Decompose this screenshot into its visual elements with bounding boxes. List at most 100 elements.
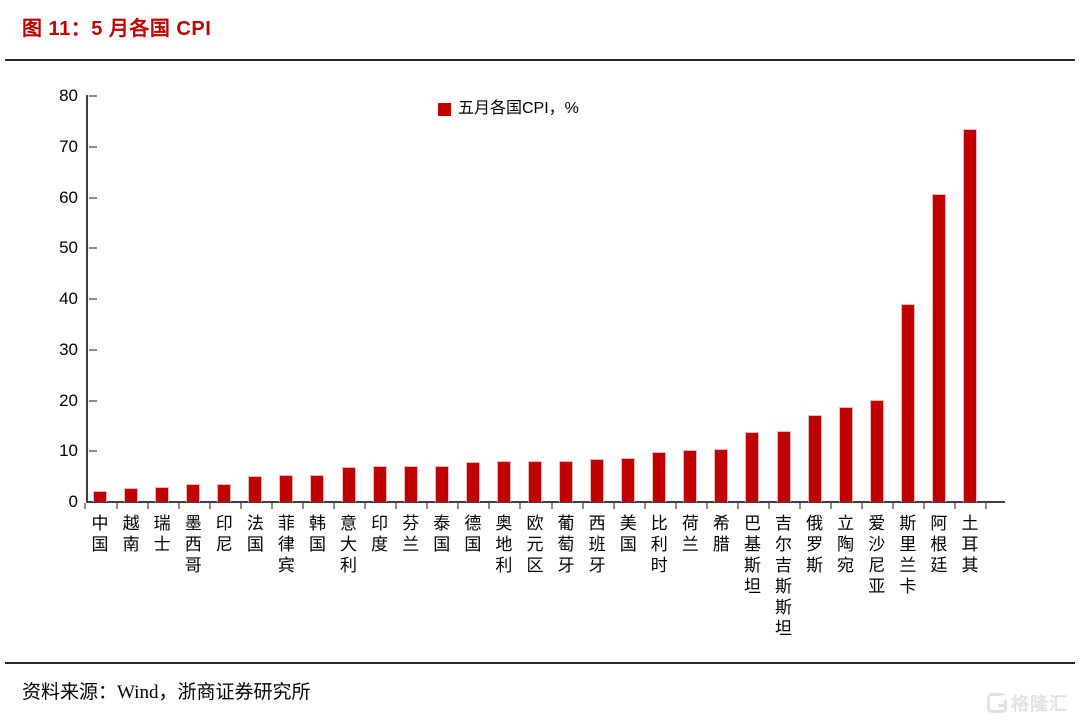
x-axis-tick (674, 503, 677, 509)
x-axis-category-label: 立陶宛 (836, 513, 856, 576)
x-axis-category-label: 爱沙尼亚 (867, 513, 887, 597)
bar-25 (838, 407, 853, 502)
x-axis-label-char: 斯 (775, 577, 793, 596)
x-axis-label-char: 地 (495, 535, 513, 554)
x-axis-label-char: 法 (246, 514, 264, 533)
x-axis-tick (768, 503, 770, 509)
x-axis-label-char: 时 (650, 556, 668, 575)
bar-12 (434, 465, 449, 502)
x-axis-label-char: 国 (619, 535, 637, 554)
bar-16 (559, 460, 574, 502)
x-axis-label-char: 南 (122, 535, 140, 554)
y-axis-label: 30 (59, 339, 78, 359)
x-axis-label-char: 瑞 (153, 514, 171, 533)
x-axis-label-char: 沙 (868, 535, 886, 554)
bar-20 (683, 450, 698, 502)
x-axis-label-char: 意 (340, 514, 358, 533)
x-axis-label-char: 班 (588, 535, 606, 554)
watermark-text: 格隆汇 (1011, 694, 1068, 714)
x-axis-label-char: 腊 (712, 535, 730, 554)
x-axis-category-label: 泰国 (432, 513, 452, 555)
bar-29 (962, 128, 977, 502)
x-axis-label-char: 斯 (775, 598, 793, 617)
x-axis-label-char: 尔 (775, 535, 793, 554)
bar-18 (621, 458, 636, 502)
x-axis-label-char: 哥 (184, 556, 202, 575)
x-axis-tick (488, 503, 491, 509)
bar-9 (341, 467, 356, 502)
x-axis-tick (581, 503, 584, 509)
x-axis-label-char: 土 (961, 514, 979, 533)
x-axis-category-label: 墨西哥 (183, 513, 203, 576)
x-axis-label-char: 中 (91, 514, 109, 533)
x-axis-label-char: 卡 (899, 577, 917, 596)
x-axis-category-label: 欧元区 (525, 513, 545, 576)
bottom-divider (5, 662, 1075, 664)
bar-8 (310, 474, 325, 502)
x-axis-label-char: 陶 (837, 535, 855, 554)
x-axis-label-char: 奥 (495, 514, 513, 533)
x-axis-label-char: 墨 (184, 514, 202, 533)
x-axis-label-char: 斯 (899, 514, 917, 533)
x-axis-label-char: 利 (650, 535, 668, 554)
y-axis-label: 0 (68, 492, 78, 511)
x-axis-label-char: 利 (495, 556, 513, 575)
x-axis-tick (364, 503, 367, 509)
bar-3 (155, 487, 170, 502)
x-axis-category-label: 菲律宾 (276, 513, 296, 576)
bar-6 (248, 475, 263, 502)
x-axis-label-char: 兰 (402, 535, 420, 554)
x-axis-label-char: 阿 (930, 514, 948, 533)
x-axis-tick (519, 503, 522, 509)
x-axis-tick (208, 503, 211, 509)
x-axis-category-label: 巴基斯坦 (742, 513, 762, 597)
top-divider (5, 59, 1075, 61)
bar-21 (714, 448, 729, 502)
x-axis-category-label: 德国 (463, 513, 483, 555)
x-axis-category-label: 奥地利 (494, 513, 514, 576)
x-axis-category-label: 希腊 (711, 513, 731, 555)
x-axis-label-char: 罗 (806, 535, 824, 554)
y-axis-label: 80 (59, 86, 78, 105)
x-axis-label-char: 印 (371, 514, 389, 533)
y-axis-tick (89, 450, 97, 453)
x-axis-tick (799, 503, 802, 509)
x-axis-category-label: 意大利 (339, 513, 359, 576)
x-axis-tick (301, 503, 304, 509)
bar-2 (124, 487, 139, 502)
x-axis-label-char: 西 (184, 535, 202, 554)
x-axis-label-char: 大 (340, 535, 358, 554)
bar-11 (403, 465, 418, 502)
y-axis-tick (89, 298, 97, 300)
x-axis-tick (270, 503, 273, 509)
x-axis-label-char: 吉 (775, 514, 793, 533)
x-axis-category-label: 西班牙 (587, 513, 607, 576)
bar-5 (217, 483, 232, 502)
x-axis-label-char: 兰 (899, 556, 917, 575)
bar-4 (186, 484, 201, 502)
x-axis-label-char: 国 (464, 535, 482, 554)
x-axis-label-char: 德 (464, 514, 482, 533)
y-axis-label: 10 (59, 441, 78, 461)
y-axis-tick (89, 196, 97, 199)
x-axis-category-label: 瑞士 (152, 513, 172, 555)
x-axis-category-label: 印度 (370, 513, 390, 555)
bar-23 (776, 430, 791, 502)
x-axis-label-char: 斯 (743, 556, 761, 575)
x-axis-label-char: 坦 (775, 619, 793, 638)
bar-7 (279, 474, 294, 502)
y-axis-tick (89, 348, 97, 351)
x-axis-label-char: 牙 (557, 556, 575, 575)
x-axis-category-label: 葡萄牙 (556, 513, 576, 576)
watermark: 格隆汇 (987, 690, 1068, 716)
x-axis-category-label: 斯里兰卡 (898, 513, 918, 597)
x-axis-tick (830, 503, 833, 509)
x-axis-label-char: 基 (743, 535, 761, 554)
x-axis-label-char: 宛 (837, 556, 855, 575)
x-axis-tick (146, 503, 149, 509)
bar-15 (527, 461, 542, 502)
x-axis-tick (736, 503, 739, 509)
x-axis-label-char: 希 (712, 514, 730, 533)
x-axis-label-char: 萄 (557, 535, 575, 554)
